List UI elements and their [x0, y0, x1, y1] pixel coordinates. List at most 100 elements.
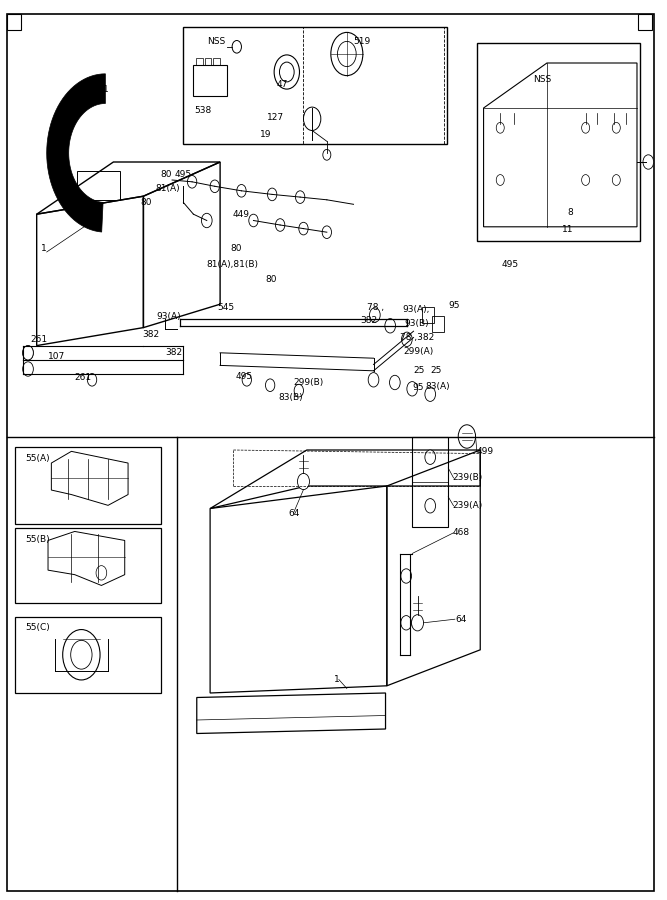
Text: 80: 80: [140, 198, 151, 207]
Bar: [213, 58, 220, 65]
Bar: [638, 14, 652, 30]
Bar: [183, 27, 447, 144]
Bar: [196, 58, 203, 65]
Circle shape: [582, 175, 590, 185]
Circle shape: [63, 630, 100, 680]
Circle shape: [242, 374, 251, 386]
Text: 95: 95: [412, 382, 424, 392]
Bar: [77, 171, 120, 200]
Text: 80: 80: [230, 244, 241, 253]
Text: 107: 107: [48, 352, 65, 361]
Circle shape: [274, 55, 299, 89]
Circle shape: [23, 362, 33, 376]
Text: 83(B): 83(B): [279, 393, 303, 402]
Circle shape: [643, 155, 654, 169]
Text: 449: 449: [232, 210, 249, 219]
Text: 261: 261: [30, 335, 47, 344]
Circle shape: [385, 319, 396, 333]
Circle shape: [458, 425, 476, 448]
Text: 239(A): 239(A): [452, 501, 482, 510]
Text: 11: 11: [562, 225, 573, 234]
Text: 78 ,: 78 ,: [367, 303, 384, 312]
Bar: [15, 528, 161, 603]
Text: 382: 382: [165, 348, 183, 357]
Text: 47: 47: [277, 80, 288, 89]
Text: 299(A): 299(A): [404, 347, 434, 356]
Circle shape: [267, 188, 277, 201]
Circle shape: [402, 332, 412, 347]
Text: 239(B): 239(B): [452, 473, 482, 482]
Text: 495: 495: [175, 170, 192, 179]
Bar: [303, 27, 444, 144]
Text: 55(B): 55(B): [25, 535, 50, 544]
Text: 545: 545: [217, 303, 235, 312]
Circle shape: [210, 180, 219, 193]
Text: 19: 19: [260, 130, 271, 139]
Text: 80: 80: [265, 274, 277, 284]
Text: 382: 382: [360, 316, 378, 325]
Text: 382: 382: [143, 330, 160, 339]
Circle shape: [295, 191, 305, 203]
Text: 538: 538: [195, 106, 212, 115]
Text: 81(A): 81(A): [155, 184, 180, 194]
Circle shape: [582, 122, 590, 133]
Text: 499: 499: [477, 447, 494, 456]
Text: 261: 261: [75, 374, 92, 382]
Text: NSS: NSS: [534, 75, 552, 84]
Circle shape: [265, 379, 275, 392]
Circle shape: [96, 566, 107, 580]
Text: 1: 1: [41, 244, 47, 253]
Circle shape: [370, 308, 380, 322]
Circle shape: [401, 569, 412, 583]
Text: 93(A),: 93(A),: [403, 305, 430, 314]
Circle shape: [612, 122, 620, 133]
Bar: [477, 43, 640, 241]
Circle shape: [331, 32, 363, 76]
Circle shape: [425, 387, 436, 401]
Text: 495: 495: [235, 372, 253, 381]
Polygon shape: [47, 74, 105, 232]
Bar: [422, 307, 434, 323]
Circle shape: [299, 222, 308, 235]
Text: NSS: NSS: [207, 37, 225, 46]
Circle shape: [323, 149, 331, 160]
Text: 93(B): 93(B): [404, 319, 429, 328]
Text: 78 ,382: 78 ,382: [400, 333, 434, 342]
Circle shape: [23, 346, 33, 360]
Circle shape: [23, 346, 33, 360]
Circle shape: [368, 373, 379, 387]
Text: 1: 1: [334, 675, 340, 684]
Circle shape: [412, 615, 424, 631]
Text: 80: 80: [160, 170, 171, 179]
Text: 55(C): 55(C): [25, 623, 50, 632]
Circle shape: [297, 473, 309, 490]
Text: 519: 519: [354, 37, 371, 46]
Text: 81(A),81(B): 81(A),81(B): [207, 260, 259, 269]
Circle shape: [322, 226, 331, 239]
Text: 127: 127: [267, 113, 284, 122]
Circle shape: [275, 219, 285, 231]
Bar: [432, 316, 444, 332]
Text: 25: 25: [414, 366, 425, 375]
Bar: [7, 14, 21, 30]
Bar: [15, 616, 161, 693]
Circle shape: [232, 40, 241, 53]
Text: 8: 8: [567, 208, 573, 217]
Text: 83(A): 83(A): [426, 382, 450, 392]
Text: 468: 468: [452, 528, 470, 537]
Circle shape: [303, 107, 321, 130]
Bar: [15, 447, 161, 524]
Text: 25: 25: [430, 366, 442, 375]
Circle shape: [612, 175, 620, 185]
Circle shape: [496, 122, 504, 133]
Circle shape: [425, 450, 436, 464]
Bar: [205, 58, 211, 65]
Circle shape: [338, 41, 356, 67]
Circle shape: [249, 214, 258, 227]
Circle shape: [294, 384, 303, 397]
Circle shape: [407, 382, 418, 396]
Text: 64: 64: [455, 615, 466, 624]
Circle shape: [279, 62, 294, 82]
Text: 299(B): 299(B): [293, 378, 323, 387]
Circle shape: [496, 175, 504, 185]
